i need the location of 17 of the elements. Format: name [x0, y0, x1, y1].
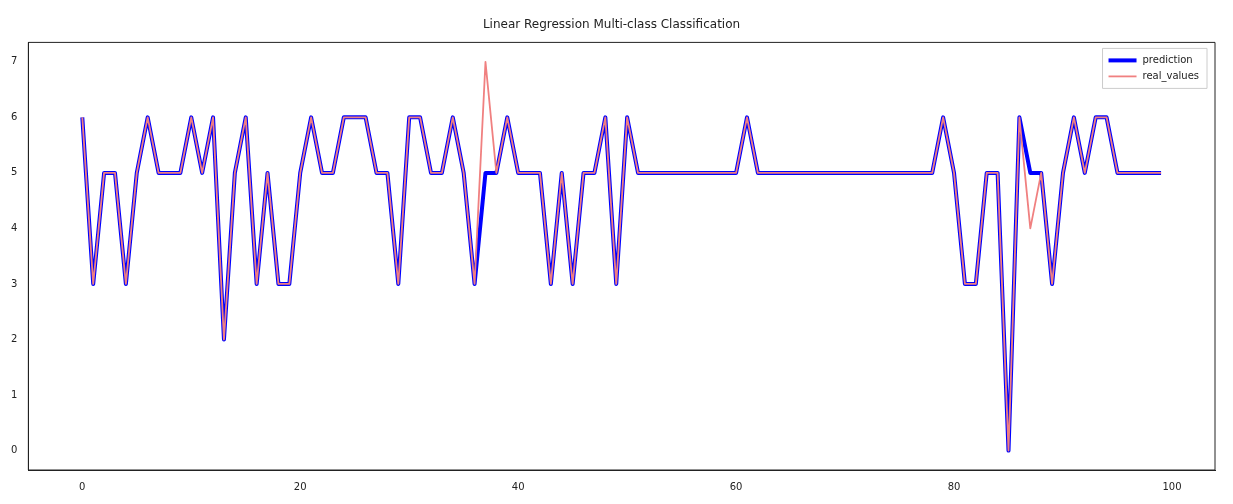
x-tick-label: 60	[729, 480, 743, 492]
x-tick-label: 100	[1162, 480, 1182, 492]
y-tick-label: 4	[10, 222, 18, 234]
y-tick-label: 2	[10, 333, 18, 345]
x-tick-label: 80	[947, 480, 961, 492]
y-tick-label: 1	[10, 388, 18, 400]
legend-label: prediction	[1142, 53, 1193, 65]
legend-label: real_values	[1142, 69, 1200, 82]
x-tick-label: 0	[79, 480, 86, 492]
y-tick-label: 0	[10, 444, 18, 456]
y-tick-label: 7	[10, 55, 18, 67]
x-tick-label: 20	[293, 480, 307, 492]
y-tick-label: 3	[10, 277, 18, 289]
y-tick-label: 6	[10, 110, 18, 122]
x-tick-label: 40	[511, 480, 525, 492]
y-tick-label: 5	[10, 166, 18, 178]
chart-title: Linear Regression Multi-class Classification	[482, 17, 741, 32]
